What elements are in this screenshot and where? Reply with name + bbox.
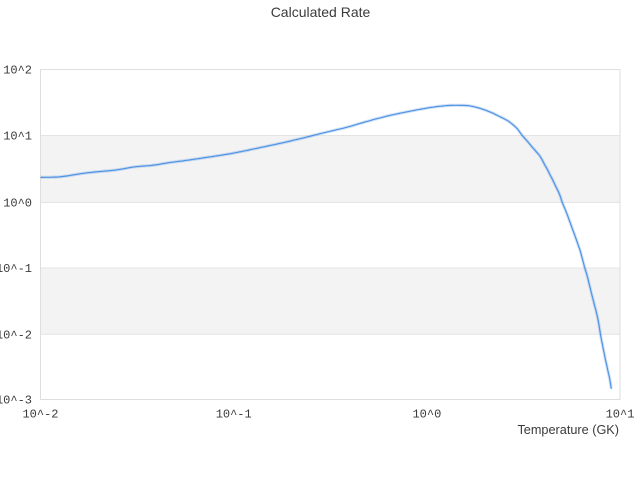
svg-text:10^-1: 10^-1 [0, 262, 32, 276]
svg-text:10^-2: 10^-2 [22, 408, 58, 422]
svg-text:10^0: 10^0 [412, 408, 441, 422]
svg-text:10^1: 10^1 [3, 130, 32, 144]
svg-text:10^0: 10^0 [3, 197, 32, 211]
svg-text:10^1: 10^1 [606, 408, 635, 422]
svg-text:10^2: 10^2 [3, 64, 32, 78]
svg-text:Calculated Rate: Calculated Rate [271, 4, 371, 20]
svg-text:10^-2: 10^-2 [0, 328, 32, 342]
svg-text:10^-3: 10^-3 [0, 394, 32, 408]
svg-text:Temperature (GK): Temperature (GK) [517, 423, 619, 437]
svg-text:10^-1: 10^-1 [216, 408, 252, 422]
